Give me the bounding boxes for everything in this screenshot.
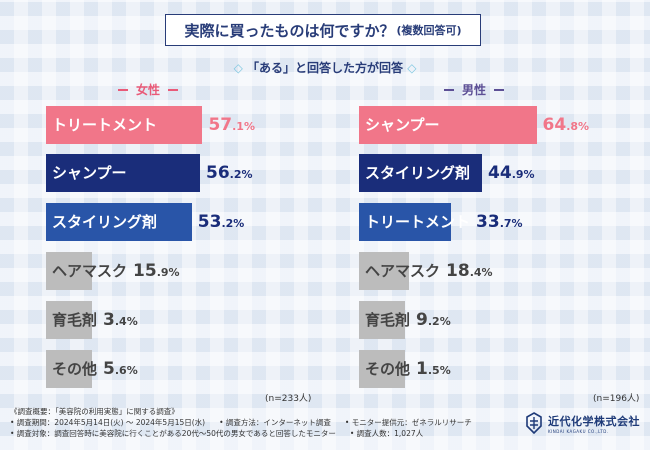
bar-label: シャンプー [52, 164, 127, 182]
bar-row: ヘアマスク 15.9% [46, 252, 321, 290]
group-label-male: 男性 [444, 81, 505, 98]
group-label-text: 女性 [136, 83, 161, 97]
bar-label: ヘアマスク [52, 262, 128, 280]
company-logo: 近代化学株式会社 KINDAI KAGAKU CO.,LTD. [525, 412, 640, 434]
bar [46, 154, 200, 192]
group-label-text: 男性 [462, 83, 487, 97]
footer-provider: • モニター提供元：ゼネラルリサーチ [344, 418, 472, 427]
bar [46, 106, 203, 144]
title-note: (複数回答可) [396, 24, 462, 37]
female-bar-panel: トリートメント 57.1% シャンプー 56.2% スタイリング剤 53.2% ヘアマスク 1… [46, 106, 321, 388]
bar-row: スタイリング剤 53.2% [46, 203, 321, 241]
bar [46, 252, 92, 290]
bar-value: 9.2% [416, 310, 451, 330]
bar-label: 育毛剤 [365, 311, 411, 329]
bar-label: トリートメント [52, 116, 158, 134]
diamond-right-icon: ◇ [407, 61, 417, 75]
logo-name: 近代化学株式会社 [548, 414, 640, 428]
bar-label: トリートメント [365, 213, 471, 231]
title-main: 実際に買ったものは何ですか？ [184, 21, 395, 40]
subtitle-text: 「ある」と回答した方が回答 [246, 61, 403, 75]
logo-sub: KINDAI KAGAKU CO.,LTD. [548, 428, 609, 434]
bar-row: トリートメント 33.7% [359, 203, 634, 241]
dash-icon [168, 88, 179, 91]
bar [359, 154, 483, 192]
male-bar-panel: シャンプー 64.8% スタイリング剤 44.9% トリートメント 33.7% ヘアマスク 1… [359, 106, 634, 388]
chart-title: 実際に買ったものは何ですか？ (複数回答可) [165, 14, 481, 46]
footer-target: • 調査対象：調査回答時に美容院に行くことがある20代～50代の男女であると回答… [10, 429, 336, 438]
footer-line1: 《調査概要：「美容院の利用実態」に関する調査》 [10, 407, 179, 416]
bar [359, 301, 405, 339]
bar-label: スタイリング剤 [365, 164, 471, 182]
bar-row: シャンプー 64.8% [359, 106, 634, 144]
bar [359, 106, 537, 144]
footer-period: • 調査期間：2024年5月14日(火) ～ 2024年5月15日(水) [10, 418, 206, 427]
bar-label: 育毛剤 [52, 311, 98, 329]
dash-icon [444, 88, 454, 91]
chart-subtitle: ◇ 「ある」と回答した方が回答 ◇ [0, 59, 650, 76]
footer-line3: • 調査対象：調査回答時に美容院に行くことがある20代～50代の男女であると回答… [10, 428, 490, 439]
bar-row: トリートメント 57.1% [46, 106, 321, 144]
sample-size-male: (n=196人) [593, 394, 640, 404]
bar-value: 44.9% [488, 163, 535, 183]
bar-value: 56.2% [205, 163, 253, 183]
bar-value: 53.2% [197, 212, 245, 232]
bar-row: 育毛剤 3.4% [46, 301, 321, 339]
bar-value: 64.8% [542, 115, 590, 135]
diamond-left-icon: ◇ [233, 61, 243, 75]
bar-row: ヘアマスク 18.4% [359, 252, 634, 290]
bar [46, 301, 92, 339]
bar-row: シャンプー 56.2% [46, 154, 321, 192]
bar-value: 3.4% [103, 310, 138, 330]
bar-value: 15.9% [133, 261, 180, 281]
group-label-female: 女性 [118, 81, 179, 98]
bar-value: 57.1% [208, 115, 255, 135]
bar-value: 5.6% [103, 359, 138, 379]
bar-row: その他 1.5% [359, 350, 634, 388]
bar-row: スタイリング剤 44.9% [359, 154, 634, 192]
footer-method: • 調査方法：インターネット調査 [219, 418, 331, 427]
logo-mark-icon [526, 412, 542, 434]
bar-label: シャンプー [365, 116, 440, 134]
bar-row: 育毛剤 9.2% [359, 301, 634, 339]
bar [359, 350, 405, 388]
bar [359, 252, 410, 290]
dash-icon [494, 88, 505, 91]
bar-label: その他 [52, 360, 98, 378]
footer-line2: • 調査期間：2024年5月14日(火) ～ 2024年5月15日(水) • 調査… [10, 417, 490, 428]
sample-size-female: (n=233人) [265, 394, 312, 404]
bar-label: スタイリング剤 [52, 213, 158, 231]
bar [46, 203, 192, 241]
bar-value: 33.7% [476, 212, 523, 232]
bar-value: 18.4% [446, 261, 493, 281]
bar-label: その他 [365, 360, 411, 378]
survey-footer: 《調査概要：「美容院の利用実態」に関する調査》 • 調査期間：2024年5月14… [10, 406, 490, 439]
dash-icon [118, 88, 128, 91]
bar-value: 1.5% [416, 359, 451, 379]
bar-label: ヘアマスク [365, 262, 441, 280]
bar [359, 203, 452, 241]
bar [46, 350, 92, 388]
bar-row: その他 5.6% [46, 350, 321, 388]
footer-count: • 調査人数：1,027人 [349, 429, 424, 438]
